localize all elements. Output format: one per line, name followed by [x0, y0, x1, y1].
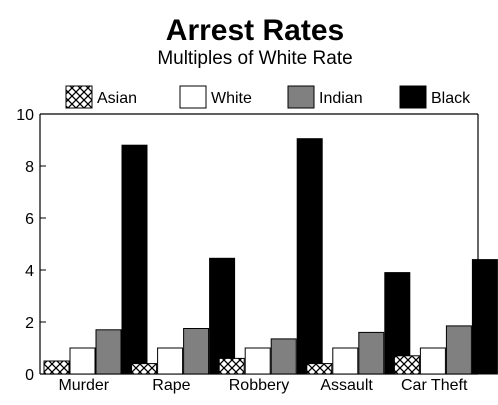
x-category-label: Murder [58, 377, 109, 394]
bar-white-murder [69, 347, 96, 375]
legend: Asian White Indian Black [65, 85, 471, 109]
x-category-label: Assault [320, 377, 373, 394]
x-category-label: Robbery [229, 377, 289, 394]
bar-black-rape [209, 257, 236, 375]
bar-white-robbery [244, 347, 271, 375]
bar-asian-rape [131, 363, 158, 375]
legend-swatch-asian [65, 85, 93, 109]
y-tick-label: 6 [25, 211, 34, 228]
bar-black-robbery [296, 138, 323, 375]
bar-indian-robbery [270, 338, 297, 375]
bar-black-car-theft [471, 259, 498, 375]
plot-area: 0 2 4 6 8 10 Murder Rape Robbery Assault Car Theft [16, 107, 498, 394]
chart-subtitle: Multiples of White Rate [157, 48, 352, 69]
bar-asian-robbery [218, 357, 245, 375]
legend-label-asian: Asian [97, 90, 137, 107]
legend-swatch-white [179, 85, 207, 109]
y-tick-label: 10 [16, 107, 34, 124]
bar-indian-murder [95, 329, 122, 375]
bar-asian-assault [306, 363, 333, 375]
y-tick-label: 2 [25, 315, 34, 332]
legend-label-indian: Indian [319, 90, 363, 107]
legend-swatch-indian [287, 85, 315, 109]
bar-white-assault [332, 347, 359, 375]
bar-indian-rape [183, 328, 210, 375]
bar-white-rape [157, 347, 184, 375]
y-tick-label: 0 [25, 367, 34, 384]
chart-title: Arrest Rates [166, 14, 344, 47]
legend-swatch-black [399, 85, 427, 109]
bar-asian-car-theft [393, 355, 420, 375]
bar-indian-assault [358, 331, 385, 375]
bar-asian-murder [43, 360, 70, 375]
y-tick-label: 4 [25, 263, 34, 280]
y-tick-label: 8 [25, 159, 34, 176]
bar-black-murder [121, 144, 148, 375]
x-category-label: Rape [152, 377, 190, 394]
bar-white-car-theft [419, 347, 446, 375]
bar-indian-car-theft [445, 325, 472, 375]
x-category-label: Car Theft [401, 377, 468, 394]
legend-label-black: Black [431, 90, 471, 107]
legend-label-white: White [211, 90, 252, 107]
